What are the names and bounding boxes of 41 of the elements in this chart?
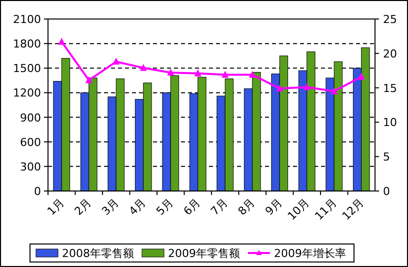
x-tick-label: 5月 xyxy=(154,196,176,218)
x-tick-label: 2月 xyxy=(72,196,94,218)
y-tick-label: 2100 xyxy=(13,13,41,26)
legend-label: 2009年增长率 xyxy=(274,247,346,260)
point xyxy=(303,83,310,90)
y2-tick-label: 20 xyxy=(383,47,397,60)
point xyxy=(194,69,202,76)
x-tick-label: 12月 xyxy=(340,196,366,223)
y-tick-label: 1200 xyxy=(13,86,41,100)
point xyxy=(167,68,174,76)
y2-tick-label: 25 xyxy=(383,13,397,26)
y2-tick-label: 0 xyxy=(383,185,390,198)
x-tick-label: 10月 xyxy=(285,196,312,223)
x-tick-label: 9月 xyxy=(262,196,285,218)
y-tick-label: 300 xyxy=(20,160,41,174)
y-tick-label: 1500 xyxy=(13,62,41,76)
y-tick-label: 600 xyxy=(20,136,41,149)
point xyxy=(85,76,92,84)
y-tick-label: 0 xyxy=(34,185,41,198)
point xyxy=(358,72,365,80)
point xyxy=(112,58,120,65)
x-tick-label: 1月 xyxy=(44,196,67,218)
point xyxy=(140,64,147,71)
point xyxy=(330,87,338,94)
point xyxy=(222,70,229,78)
point xyxy=(58,38,66,45)
legend-label: 2008年零售额 xyxy=(62,247,134,260)
x-tick-label: 3月 xyxy=(99,196,122,218)
x-tick-label: 11月 xyxy=(312,196,340,223)
y-tick-label: 1800 xyxy=(13,38,41,51)
point xyxy=(248,70,256,78)
x-tick-label: 8月 xyxy=(236,196,258,218)
x-tick-label: 7月 xyxy=(208,196,230,218)
y-tick-label: 900 xyxy=(20,111,41,124)
x-tick-label: 6月 xyxy=(181,196,203,218)
y2-tick-label: 5 xyxy=(383,150,390,164)
point xyxy=(276,84,284,92)
x-tick-label: 4月 xyxy=(126,196,148,218)
y2-tick-label: 10 xyxy=(383,116,397,130)
legend-label: 2009年零售额 xyxy=(168,247,240,260)
y2-tick-label: 15 xyxy=(383,82,397,95)
